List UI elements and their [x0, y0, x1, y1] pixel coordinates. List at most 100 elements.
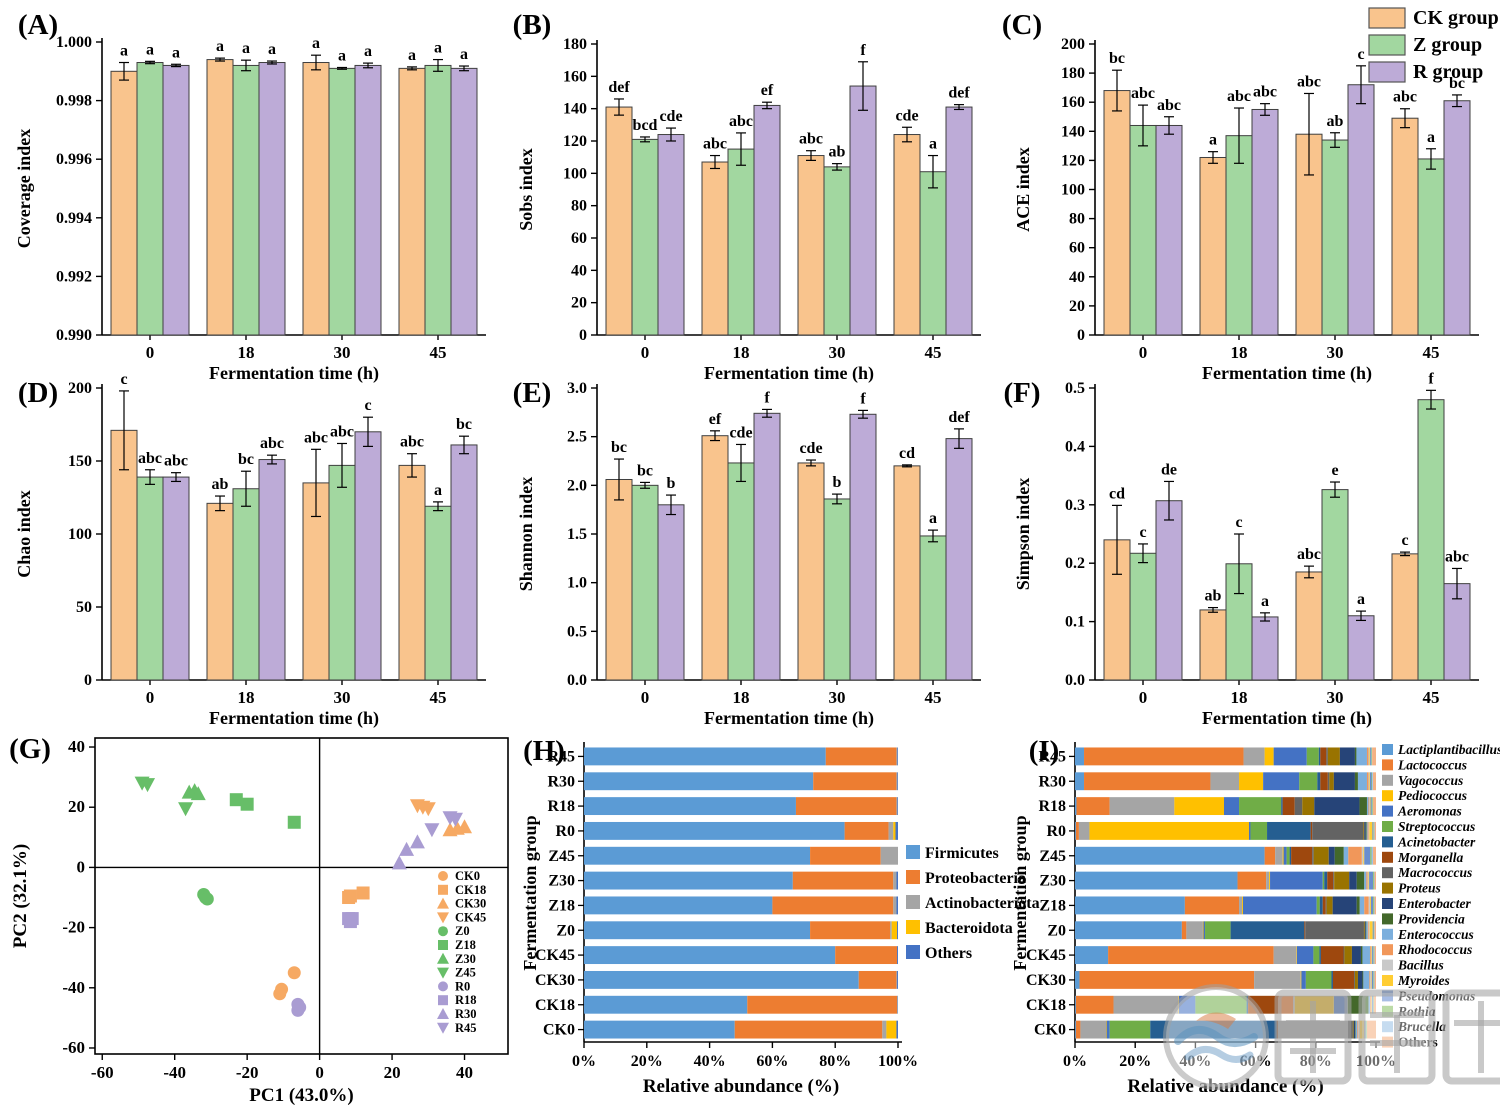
segment-Enterococcus-Z45 — [1343, 846, 1349, 865]
y-tick-label: 140 — [563, 101, 587, 118]
y-tick-label: 180 — [563, 36, 587, 53]
bar-Z-0 — [136, 476, 164, 681]
bar-Z-45 — [424, 505, 452, 681]
y-tick-label: 60 — [1069, 240, 1085, 257]
legend-label: CK18 — [455, 883, 486, 897]
x-tick-label: 0 — [146, 688, 155, 707]
legend-swatch-Pediococcus — [1382, 790, 1393, 802]
segment-Brucella-Z45 — [1371, 846, 1373, 865]
x-tick-label: 40 — [456, 1063, 473, 1082]
segment-Enterobacter-R0 — [1364, 821, 1366, 840]
bar-Z-45 — [919, 171, 947, 336]
segment-Enterobacter-R30 — [1333, 772, 1355, 791]
row-label-CK0: CK0 — [1034, 1022, 1066, 1039]
segment-Firmicutes-Z18 — [584, 896, 773, 915]
legend-swatch-Bacteroidota — [906, 920, 920, 934]
x-tick-label: 18 — [1231, 343, 1248, 362]
legend-swatch-Z — [1368, 34, 1406, 56]
segment-Enterococcus-Z0 — [1366, 921, 1368, 940]
significance-letter: abc — [1131, 85, 1155, 102]
panel-label: (E) — [513, 377, 552, 409]
row-label-R18: R18 — [1038, 798, 1066, 815]
segment-Macrococcus-Z18 — [1325, 896, 1327, 915]
segment-Morganella-R0 — [1310, 821, 1313, 840]
segment-Lactococcus-Z18 — [1184, 896, 1240, 915]
significance-letter: abc — [260, 435, 284, 452]
segment-Lactiplantibacillus-Z18 — [1075, 896, 1185, 915]
segment-Enterococcus-CK0 — [1355, 1020, 1358, 1039]
bar-Z-0 — [1129, 552, 1157, 681]
y-tick-label: -60 — [62, 1038, 85, 1057]
legend-marker-CK45 — [437, 912, 449, 924]
segment-Pseudomonas-R45 — [1369, 747, 1371, 766]
segment-Lactococcus-CK18 — [1075, 995, 1114, 1014]
segment-Macrococcus-CK30 — [1354, 970, 1355, 989]
scatter-point-Z0 — [200, 892, 214, 906]
segment-Morganella-Z0 — [1304, 921, 1306, 940]
legend-swatch-Providencia — [1382, 913, 1393, 925]
legend-marker-Z0 — [438, 926, 448, 937]
legend-label: Z18 — [455, 938, 476, 952]
row-label-CK18: CK18 — [1026, 997, 1066, 1014]
segment-Morganella-R18 — [1282, 797, 1295, 816]
legend-swatch-Others — [906, 945, 920, 959]
significance-letter: f — [860, 390, 866, 407]
segment-Others-CK30 — [1374, 970, 1376, 989]
legend-marker-R45 — [437, 1022, 449, 1034]
legend-label: Proteus — [1398, 881, 1441, 896]
segment-Morganella-Z18 — [1322, 896, 1326, 915]
significance-letter: a — [312, 35, 320, 52]
x-tick-label: 100% — [878, 1053, 918, 1070]
significance-letter: a — [1261, 593, 1269, 610]
significance-letter: abc — [729, 113, 753, 130]
legend-label: Bacteroidota — [925, 920, 1013, 937]
significance-letter: a — [1427, 129, 1435, 146]
segment-Vagococcus-CK45 — [1273, 946, 1297, 965]
x-tick-label: 0 — [1139, 688, 1148, 707]
bar-Z-18 — [727, 148, 755, 336]
segment-Lactococcus-Z45 — [1264, 846, 1276, 865]
bar-Z-0 — [136, 62, 164, 336]
x-tick-label: 0% — [1063, 1053, 1087, 1070]
segment-Bacillus-R45 — [1368, 747, 1370, 766]
segment-Rhodococcus-R30 — [1366, 772, 1369, 791]
row-label-Z30: Z30 — [1039, 873, 1066, 890]
legend-swatch-Others — [1382, 1036, 1393, 1048]
y-axis-title: Simpson index — [1013, 478, 1033, 591]
segment-Aeromonas-Z18 — [1242, 896, 1317, 915]
segment-Proteobacteria-R30 — [813, 772, 897, 791]
segment-Brucella-Z30 — [1373, 871, 1375, 890]
significance-letter: a — [408, 47, 416, 64]
segment-Providencia-CK18 — [1347, 995, 1369, 1014]
significance-letter: cde — [799, 440, 822, 457]
bar-R-30 — [354, 64, 382, 336]
segment-Brucella-R0 — [1373, 821, 1375, 840]
y-axis-title: Chao index — [14, 490, 34, 578]
segment-Brucella-CK30 — [1373, 970, 1375, 989]
segment-Proteus-Z30 — [1334, 871, 1350, 890]
legend-label: CK group — [1413, 7, 1499, 29]
segment-Macrococcus-Z45 — [1312, 846, 1314, 865]
x-axis-title: Fermentation time (h) — [704, 708, 874, 729]
significance-letter: abc — [1157, 97, 1181, 114]
panel-label: (I) — [1029, 735, 1060, 767]
segment-Proteus-Z0 — [1363, 921, 1365, 940]
y-tick-label: 0.3 — [1065, 497, 1085, 514]
segment-Enterococcus-R30 — [1357, 772, 1367, 791]
segment-Myroides-CK18 — [1371, 995, 1373, 1014]
row-label-Z0: Z0 — [556, 922, 575, 939]
legend-label: Pseudomonas — [1398, 988, 1475, 1003]
significance-letter: f — [1428, 370, 1434, 387]
legend-label: Enterobacter — [1397, 896, 1471, 911]
panel-label: (H) — [523, 735, 565, 767]
segment-Lactiplantibacillus-CK0 — [1075, 1020, 1076, 1039]
segment-Others-Z30 — [896, 871, 898, 890]
segment-Rhodococcus-Z30 — [1366, 871, 1368, 890]
bar-R-45 — [450, 444, 478, 681]
significance-letter: bc — [611, 439, 627, 456]
legend-label: Enterococcus — [1397, 927, 1474, 942]
legend-swatch-Enterobacter — [1382, 898, 1393, 909]
segment-Rhodococcus-CK0 — [1357, 1020, 1359, 1039]
segment-Others-CK0 — [896, 1020, 898, 1039]
bar-CK-0 — [605, 478, 633, 681]
